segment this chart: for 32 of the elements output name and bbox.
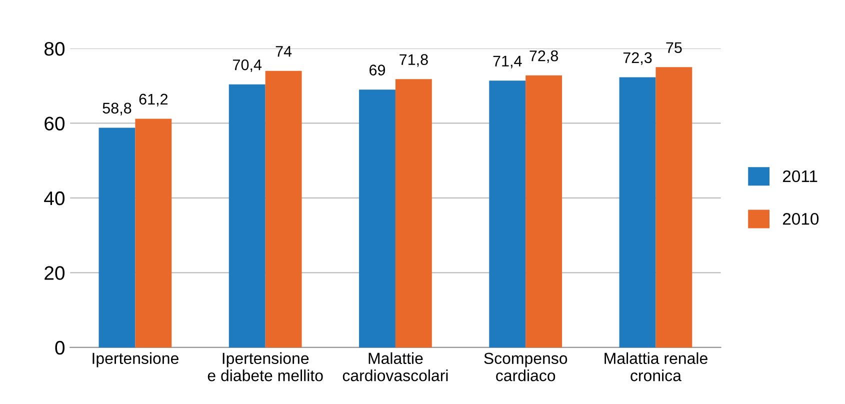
y-tick-label: 20	[44, 266, 65, 280]
data-label: 72,8	[530, 50, 558, 64]
data-label: 71,4	[493, 56, 522, 68]
bar	[98, 128, 136, 348]
data-label: 74	[276, 46, 292, 57]
data-label: 69	[370, 64, 386, 76]
bar	[656, 67, 692, 348]
y-tick-label: 60	[44, 116, 65, 130]
x-tick-label: Scompenso cardiaco	[484, 352, 568, 382]
bar	[619, 77, 656, 348]
y-tick-label: 80	[44, 42, 65, 56]
x-tick-label: Ipertensione e diabete mellito	[208, 352, 323, 382]
legend-label: 2010	[782, 212, 819, 225]
legend-label: 2011	[782, 170, 818, 182]
data-label: 72,3	[623, 52, 652, 65]
y-tick-label: 40	[44, 191, 65, 206]
bar	[359, 90, 396, 348]
bar	[395, 79, 432, 348]
data-label: 75	[666, 42, 682, 54]
x-tick-label: Ipertensione	[92, 352, 178, 368]
bar	[135, 118, 172, 348]
data-label: 71,8	[400, 54, 428, 67]
bar	[489, 80, 526, 348]
x-tick-label: Malattie cardiovascolari	[342, 352, 448, 382]
data-label: 58,8	[102, 102, 132, 116]
bar	[526, 75, 562, 348]
data-label: 70,4	[233, 59, 262, 72]
bar	[228, 84, 266, 348]
x-tick-label: Malattia renale cronica	[604, 352, 708, 382]
data-label: 61,2	[139, 94, 168, 106]
bar	[265, 70, 302, 348]
y-tick-label: 0	[55, 340, 65, 355]
